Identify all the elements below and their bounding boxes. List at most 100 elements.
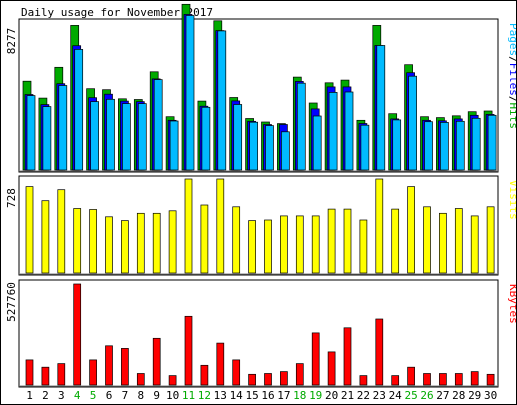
panel-frame-kbytes: [18, 279, 499, 388]
bar-kbytes-kbytes-11: [184, 315, 193, 386]
bar-hits-pages-13: [217, 30, 227, 171]
day-label-27: 27: [436, 389, 449, 402]
bar-hits-pages-1: [26, 95, 36, 171]
bar-visits-visits-22: [359, 219, 368, 274]
bar-kbytes-kbytes-8: [136, 373, 145, 386]
day-label-19: 19: [309, 389, 322, 402]
bar-visits-visits-5: [89, 209, 97, 274]
bar-visits-visits-17: [280, 215, 288, 274]
panel-kbytes: 527760 KBytes: [5, 279, 516, 388]
day-label-11: 11: [182, 389, 195, 402]
day-label-14: 14: [230, 389, 244, 402]
bar-visits-visits-9: [152, 212, 161, 274]
bar-visits-visits-3: [57, 189, 66, 274]
bar-visits-visits-7: [121, 220, 129, 274]
panel-visits: 728 Visits: [5, 175, 516, 276]
day-label-28: 28: [452, 389, 465, 402]
bar-hits-pages-25: [408, 75, 417, 171]
ymax-label-kbytes: 527760: [5, 282, 18, 322]
day-label-22: 22: [357, 389, 370, 402]
legend-part-kbytes-0: KBytes: [507, 284, 516, 324]
bar-visits-visits-2: [41, 200, 50, 274]
day-labels: 1 2 3 4 5 6 7 8 9 10 11 12 13 14 15 16 17 18 19 20 21 22 23 24 2…: [26, 389, 497, 402]
bar-hits-pages-7: [122, 103, 131, 171]
bar-hits-pages-10: [169, 120, 179, 171]
bar-hits-pages-24: [392, 119, 402, 171]
day-label-17: 17: [277, 389, 290, 402]
legend-part-hits-0: Pages: [507, 23, 516, 56]
bar-kbytes-kbytes-10: [168, 375, 177, 386]
bar-hits-pages-26: [424, 121, 433, 171]
bar-hits-pages-3: [58, 85, 68, 171]
bar-hits-pages-4: [74, 49, 84, 171]
bar-kbytes-kbytes-20: [327, 351, 336, 386]
ymax-label-visits: 728: [5, 188, 18, 208]
day-label-1: 1: [26, 389, 33, 402]
day-label-30: 30: [484, 389, 497, 402]
day-label-20: 20: [325, 389, 338, 402]
bar-visits-visits-8: [136, 212, 145, 274]
bar-hits-pages-14: [233, 104, 243, 171]
day-label-23: 23: [373, 389, 386, 402]
bar-hits-pages-8: [137, 103, 147, 171]
bar-hits-pages-28: [455, 120, 465, 171]
bar-hits-pages-16: [265, 125, 274, 171]
bar-visits-visits-20: [327, 208, 336, 274]
bar-visits-visits-16: [264, 219, 272, 274]
legend-part-hits-2: Files: [507, 63, 516, 96]
day-label-18: 18: [293, 389, 306, 402]
bar-kbytes-kbytes-2: [41, 366, 50, 386]
bar-visits-visits-10: [168, 210, 177, 274]
day-label-3: 3: [58, 389, 65, 402]
bar-visits-visits-27: [439, 212, 447, 274]
bar-visits-visits-21: [343, 208, 352, 274]
bar-visits-visits-30: [486, 206, 495, 274]
bar-kbytes-kbytes-25: [407, 366, 415, 386]
day-label-24: 24: [389, 389, 403, 402]
chart-title: Daily usage for November 2017: [21, 6, 213, 19]
bar-hits-pages-30: [487, 114, 497, 171]
bar-hits-pages-21: [344, 91, 354, 171]
bar-hits-pages-27: [440, 122, 449, 171]
day-label-9: 9: [153, 389, 160, 402]
bar-kbytes-kbytes-12: [200, 364, 209, 386]
day-label-8: 8: [137, 389, 144, 402]
bar-hits-pages-23: [376, 45, 386, 171]
bar-hits-pages-5: [90, 101, 99, 171]
bar-kbytes-kbytes-22: [359, 375, 368, 386]
bar-kbytes-kbytes-21: [343, 327, 352, 386]
bar-hits-pages-22: [360, 124, 370, 171]
bar-visits-visits-1: [25, 186, 34, 274]
bar-kbytes-kbytes-4: [73, 283, 82, 386]
bar-kbytes-kbytes-23: [375, 318, 384, 386]
bar-kbytes-kbytes-13: [216, 342, 225, 386]
legend-hits: Pages/Files/Hits: [507, 23, 516, 129]
day-label-5: 5: [90, 389, 97, 402]
day-label-6: 6: [106, 389, 113, 402]
bar-kbytes-kbytes-5: [89, 359, 97, 386]
bar-visits-visits-28: [454, 208, 463, 274]
bar-kbytes-kbytes-24: [391, 375, 400, 386]
day-label-25: 25: [404, 389, 417, 402]
bar-visits-visits-15: [248, 220, 256, 274]
bar-hits-pages-2: [42, 106, 52, 171]
legend-visits: Visits: [507, 180, 516, 220]
legend-part-hits-1: /: [507, 56, 516, 63]
legend-kbytes: KBytes: [507, 284, 516, 324]
panel-hits: 8277 Pages/Files/Hits: [5, 3, 516, 173]
bar-kbytes-kbytes-30: [486, 373, 495, 386]
bar-kbytes-kbytes-6: [105, 345, 113, 386]
bar-kbytes-kbytes-18: [295, 363, 304, 386]
bar-kbytes-kbytes-27: [439, 373, 447, 386]
ymax-label-hits: 8277: [5, 28, 18, 55]
bar-hits-pages-17: [281, 131, 290, 171]
panel-frame-visits: [18, 175, 499, 276]
bar-visits-visits-14: [232, 206, 241, 274]
panels-layer: 8277 Pages/Files/Hits 728 Visits 527760 KByte…: [5, 3, 516, 388]
bar-kbytes-kbytes-7: [121, 348, 129, 386]
day-label-12: 12: [198, 389, 211, 402]
bar-visits-visits-13: [216, 178, 225, 274]
day-label-21: 21: [341, 389, 354, 402]
legend-part-visits-0: Visits: [507, 180, 516, 220]
